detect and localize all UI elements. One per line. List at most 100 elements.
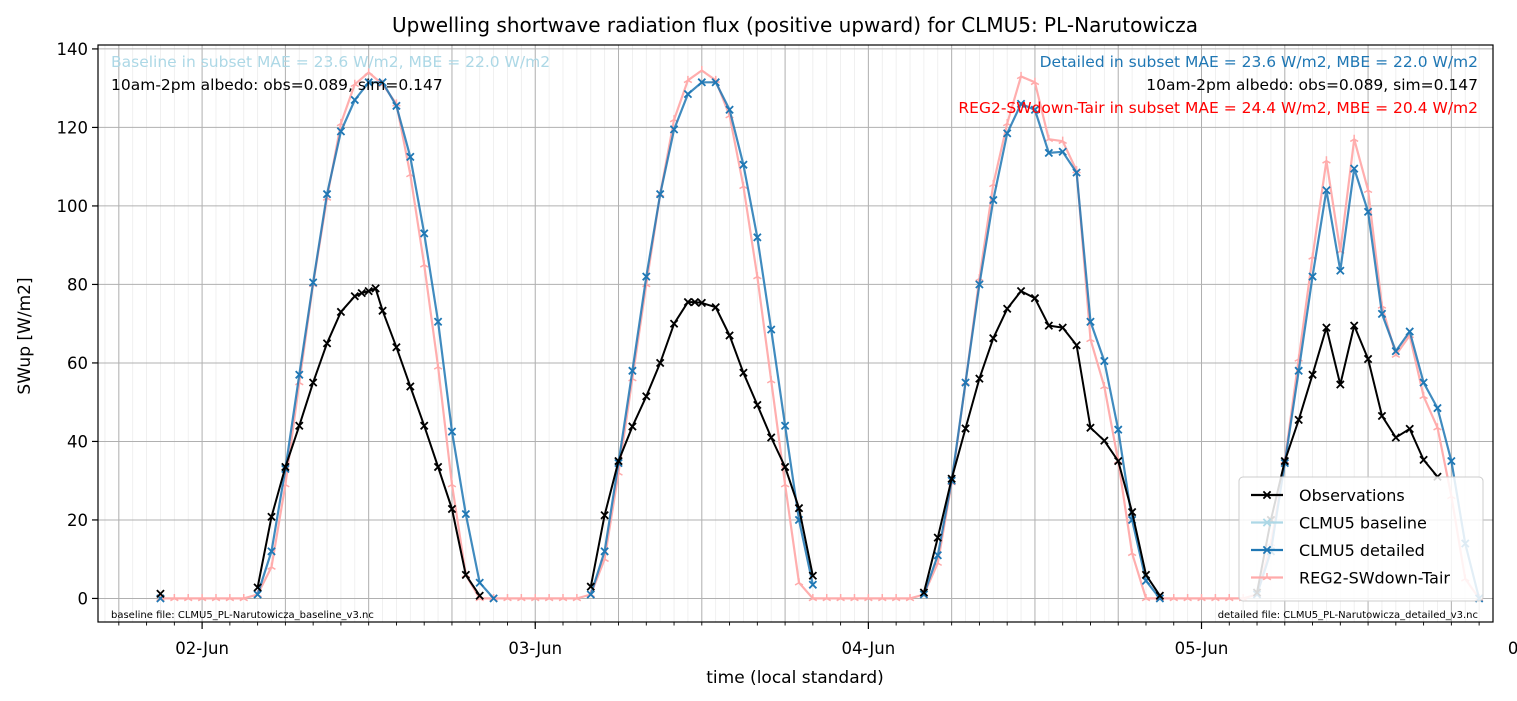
data-point bbox=[364, 286, 373, 296]
data-point bbox=[197, 593, 207, 602]
data-point bbox=[683, 297, 693, 307]
data-point bbox=[1016, 71, 1026, 80]
y-tick-label: 0 bbox=[78, 589, 89, 608]
data-point bbox=[447, 504, 457, 514]
legend-label: CLMU5 baseline bbox=[1299, 514, 1427, 533]
data-point bbox=[1155, 594, 1165, 603]
data-point bbox=[1308, 272, 1317, 281]
data-point bbox=[669, 319, 679, 328]
data-point bbox=[753, 272, 762, 280]
data-point bbox=[156, 589, 165, 598]
data-point bbox=[1433, 423, 1442, 431]
data-point bbox=[1294, 415, 1303, 425]
data-point bbox=[447, 480, 457, 488]
baseline-stats-annotation: Baseline in subset MAE = 23.6 W/m2, MBE … bbox=[111, 53, 550, 71]
data-point bbox=[655, 358, 665, 368]
legend-item: CLMU5 baseline bbox=[1251, 514, 1427, 533]
data-point bbox=[864, 593, 873, 602]
data-point bbox=[697, 298, 707, 308]
x-tick-label: 02-Jun bbox=[175, 639, 229, 658]
series-line bbox=[256, 81, 495, 600]
data-point bbox=[378, 78, 387, 87]
data-point bbox=[1405, 424, 1414, 434]
data-point bbox=[433, 317, 443, 326]
y-tick-label: 40 bbox=[67, 432, 88, 451]
data-point bbox=[725, 331, 734, 340]
detailed-albedo-annotation: 10am-2pm albedo: obs=0.089, sim=0.147 bbox=[1146, 76, 1478, 94]
data-point bbox=[642, 272, 651, 281]
data-point bbox=[642, 392, 651, 401]
data-point bbox=[961, 424, 970, 433]
data-point bbox=[308, 378, 318, 387]
legend: Observations CLMU5 baseline CLMU5 detailed… bbox=[1238, 476, 1484, 602]
y-axis-label: SWup [W/m2] bbox=[15, 277, 35, 394]
data-point bbox=[933, 551, 943, 560]
data-point bbox=[628, 422, 637, 431]
data-point bbox=[1016, 99, 1026, 109]
data-point bbox=[1002, 304, 1012, 314]
data-point bbox=[822, 593, 832, 602]
data-point bbox=[780, 480, 790, 488]
data-point bbox=[1419, 378, 1428, 387]
data-point bbox=[614, 456, 623, 466]
data-point bbox=[433, 462, 443, 472]
data-point bbox=[322, 189, 332, 199]
data-point bbox=[975, 280, 984, 289]
data-point bbox=[975, 374, 984, 383]
data-point bbox=[1419, 455, 1428, 465]
annotations: Baseline in subset MAE = 23.6 W/m2, MBE … bbox=[111, 53, 1478, 621]
y-tick-label: 80 bbox=[67, 275, 88, 294]
data-point bbox=[655, 189, 665, 199]
data-point bbox=[281, 462, 290, 472]
x-axis-label: time (local standard) bbox=[706, 668, 884, 688]
data-point bbox=[1030, 293, 1040, 303]
data-point bbox=[1016, 286, 1026, 296]
series-line bbox=[922, 102, 1161, 600]
data-point bbox=[350, 291, 360, 301]
legend-label: Observations bbox=[1299, 486, 1405, 505]
data-point bbox=[1262, 518, 1272, 527]
y-axis: 0 20 40 60 80 100 120 140 bbox=[57, 40, 98, 608]
data-point bbox=[364, 67, 373, 76]
data-point bbox=[378, 306, 387, 315]
x-tick-label: 04-Jun bbox=[842, 639, 896, 658]
data-point bbox=[322, 339, 332, 348]
data-point bbox=[808, 580, 818, 589]
data-point bbox=[1349, 164, 1359, 173]
data-point bbox=[295, 370, 304, 379]
data-point bbox=[211, 593, 221, 602]
data-point bbox=[475, 578, 484, 587]
series-observations bbox=[156, 284, 1442, 600]
data-point bbox=[419, 421, 429, 430]
data-point bbox=[392, 101, 401, 111]
data-point bbox=[1391, 346, 1401, 356]
data-point bbox=[1058, 323, 1067, 332]
data-point bbox=[850, 593, 859, 602]
data-point bbox=[1377, 411, 1387, 421]
legend-item: REG2-SWdown-Tair bbox=[1251, 569, 1450, 588]
chart-title: Upwelling shortwave radiation flux (posi… bbox=[392, 13, 1198, 37]
data-point bbox=[1363, 185, 1373, 194]
data-point bbox=[1127, 548, 1137, 557]
legend-label: REG2-SWdown-Tair bbox=[1299, 569, 1450, 588]
data-point bbox=[947, 474, 956, 483]
data-point bbox=[586, 590, 596, 599]
data-point bbox=[711, 302, 720, 312]
data-point bbox=[461, 570, 471, 580]
data-point bbox=[697, 66, 707, 74]
data-point bbox=[419, 260, 429, 268]
data-point bbox=[1447, 456, 1456, 466]
data-point bbox=[794, 578, 804, 586]
data-point bbox=[225, 593, 235, 602]
legend-item: CLMU5 detailed bbox=[1251, 541, 1425, 560]
data-point bbox=[253, 583, 262, 592]
data-point bbox=[697, 78, 707, 87]
data-point bbox=[1113, 456, 1123, 466]
data-point bbox=[419, 229, 429, 238]
y-tick-label: 120 bbox=[57, 118, 89, 137]
data-point bbox=[183, 593, 193, 602]
data-point bbox=[530, 593, 540, 602]
data-point bbox=[406, 152, 415, 162]
data-point bbox=[267, 547, 276, 556]
data-point bbox=[919, 588, 929, 597]
